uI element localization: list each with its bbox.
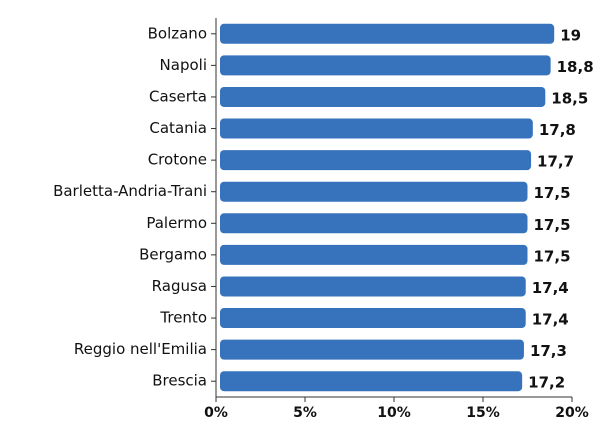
y-tick-label: Palermo	[146, 214, 207, 232]
bar	[220, 339, 524, 360]
y-tick-label: Catania	[149, 119, 207, 137]
y-tick-label: Crotone	[148, 151, 207, 169]
value-label: 19	[560, 26, 581, 44]
y-tick-label: Barletta-Andria-Trani	[53, 182, 207, 200]
bar	[220, 308, 526, 329]
bar	[220, 181, 528, 202]
bar	[220, 276, 526, 297]
y-tick-label: Ragusa	[152, 277, 207, 295]
value-label: 17,4	[532, 311, 569, 329]
value-label: 18,5	[551, 89, 588, 107]
value-label: 17,4	[532, 279, 569, 297]
y-tick-label: Reggio nell'Emilia	[74, 340, 207, 358]
y-tick-label: Trento	[159, 309, 207, 327]
bar	[220, 23, 555, 44]
x-tick-label: 15%	[466, 405, 500, 421]
y-tick-label: Caserta	[149, 87, 207, 105]
bar	[220, 371, 523, 392]
x-tick-label: 0%	[204, 405, 228, 421]
value-label: 18,8	[557, 58, 594, 76]
bar	[220, 213, 528, 234]
y-tick-label: Bergamo	[139, 245, 207, 263]
value-label: 17,7	[537, 153, 574, 171]
y-tick-label: Brescia	[152, 372, 207, 390]
y-tick-label: Bolzano	[148, 24, 207, 42]
x-tick-label: 10%	[377, 405, 411, 421]
x-tick-label: 5%	[293, 405, 317, 421]
bar	[220, 55, 551, 76]
value-label: 17,8	[539, 121, 576, 139]
bar	[220, 118, 533, 139]
value-label: 17,3	[530, 342, 567, 360]
value-label: 17,5	[534, 247, 571, 265]
bar	[220, 150, 532, 171]
value-label: 17,2	[528, 374, 565, 392]
x-tick-label: 20%	[555, 405, 589, 421]
value-label: 17,5	[534, 184, 571, 202]
bar	[220, 244, 528, 265]
bar	[220, 86, 546, 107]
y-tick-label: Napoli	[160, 56, 207, 74]
value-label: 17,5	[534, 216, 571, 234]
